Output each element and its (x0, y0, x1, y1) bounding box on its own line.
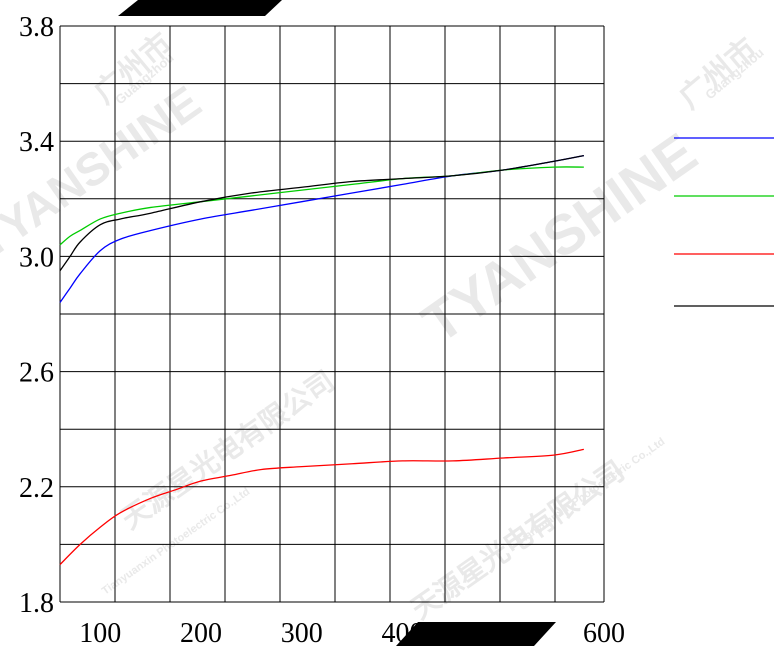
x-tick-label: 100 (79, 618, 121, 649)
redaction-bar-top (118, 0, 282, 16)
y-tick-label: 2.6 (19, 358, 54, 389)
series-layer (59, 154, 584, 566)
watermark-brand: TYANSHINE (411, 121, 708, 355)
x-tick-label: 200 (180, 618, 222, 649)
watermark-cn-name-2: 广州市 (673, 31, 764, 115)
legend (674, 137, 774, 307)
y-tick-label: 3.8 (19, 12, 54, 43)
y-tick-label: 3.4 (19, 127, 54, 158)
watermark-en-company-2: Tianyuanxin Photoelectric Co.,Ltd (515, 436, 667, 548)
y-tick-label: 3.0 (19, 242, 54, 273)
grid (59, 25, 605, 603)
redaction-bar-bottom (396, 622, 556, 646)
series-line (59, 448, 584, 566)
y-tick-label: 2.2 (19, 473, 54, 504)
x-tick-label: 600 (583, 618, 625, 649)
x-tick-label: 300 (281, 618, 323, 649)
y-tick-label: 1.8 (19, 588, 54, 619)
series-line (59, 154, 584, 272)
